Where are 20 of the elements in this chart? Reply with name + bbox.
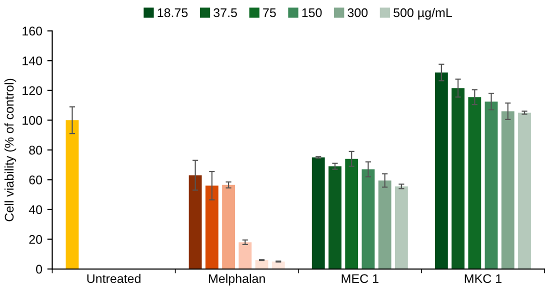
legend-label: 150	[302, 8, 322, 18]
y-tick-label: 60	[29, 176, 42, 184]
legend-label: 300	[348, 8, 368, 18]
legend-label: 75	[263, 8, 276, 18]
y-tick-label: 160	[22, 26, 42, 36]
y-axis-title: Cell viability (% of control)	[4, 78, 16, 222]
y-tick-label: 100	[22, 116, 42, 125]
x-tick-label: MKC 1	[464, 274, 502, 284]
y-tick-label: 120	[22, 86, 42, 96]
legend-label: 500 µg/mL	[394, 8, 452, 20]
x-tick-label: Melphalan	[209, 274, 265, 286]
y-tick-label: 20	[29, 235, 42, 244]
y-tick-label: 40	[28, 205, 42, 214]
y-tick-label: 0	[36, 264, 42, 274]
y-tick-label: 140	[22, 56, 42, 66]
x-tick-label: Untreated	[87, 274, 140, 284]
y-tick-label: 80	[29, 146, 42, 155]
x-tick-label: MEC 1	[342, 274, 378, 284]
legend-label: 37.5	[214, 8, 237, 18]
legend-label: 18.75	[158, 8, 188, 18]
